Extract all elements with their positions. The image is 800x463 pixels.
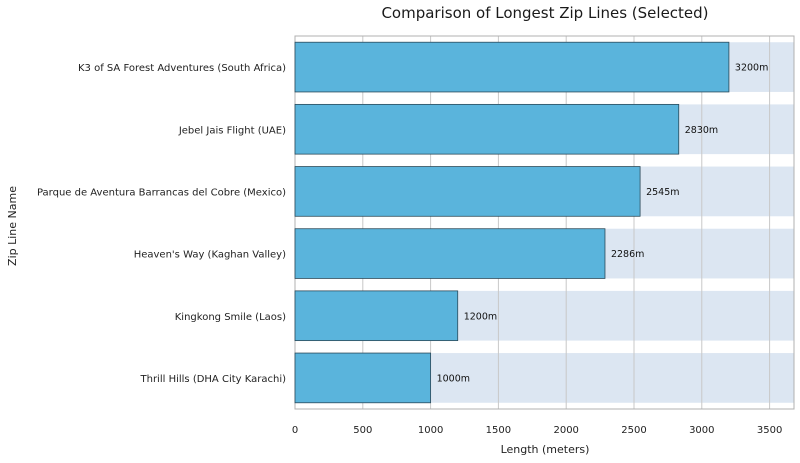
category-label: Kingkong Smile (Laos) [175,312,286,323]
x-tick-label: 500 [353,425,372,436]
plot-frame [294,35,795,410]
x-tick-label: 3500 [757,425,782,436]
category-label: Parque de Aventura Barrancas del Cobre (… [37,187,286,198]
bar-value-label: 3200m [735,63,768,74]
x-tick-label: 2000 [553,425,578,436]
chart-title: Comparison of Longest Zip Lines (Selecte… [381,4,708,22]
x-tick-label: 3000 [689,425,714,436]
bar [294,103,680,155]
bars [294,41,730,404]
x-axis-label: Length (meters) [501,443,590,456]
category-label: Thrill Hills (DHA City Karachi) [140,374,287,385]
x-tick-label: 2500 [621,425,646,436]
bar-value-label: 2830m [685,125,718,136]
x-tick-labels: 0 500 1000 1500 2000 2500 3000 3500 [292,425,783,436]
bar-value-label: 1000m [437,373,470,384]
data-labels: 3200m 2830m 2545m 2286m 1200m 1000m [437,63,769,385]
background-bands [295,42,794,403]
x-tick-label: 1500 [486,425,511,436]
bar-value-label: 2545m [646,187,679,198]
bar-value-label: 2286m [611,249,644,260]
y-axis-label: Zip Line Name [6,186,19,266]
bar [294,228,606,279]
bar [294,290,459,342]
category-label: Jebel Jais Flight (UAE) [178,125,286,136]
bar-value-label: 1200m [464,311,497,322]
bar [294,41,730,93]
category-label: Heaven's Way (Kaghan Valley) [134,250,286,261]
category-label: K3 of SA Forest Adventures (South Africa… [78,63,286,74]
bar [294,352,431,404]
bar [294,166,641,217]
x-tick-label: 0 [292,425,298,436]
y-category-labels: K3 of SA Forest Adventures (South Africa… [37,63,286,385]
x-tick-label: 1000 [418,425,443,436]
